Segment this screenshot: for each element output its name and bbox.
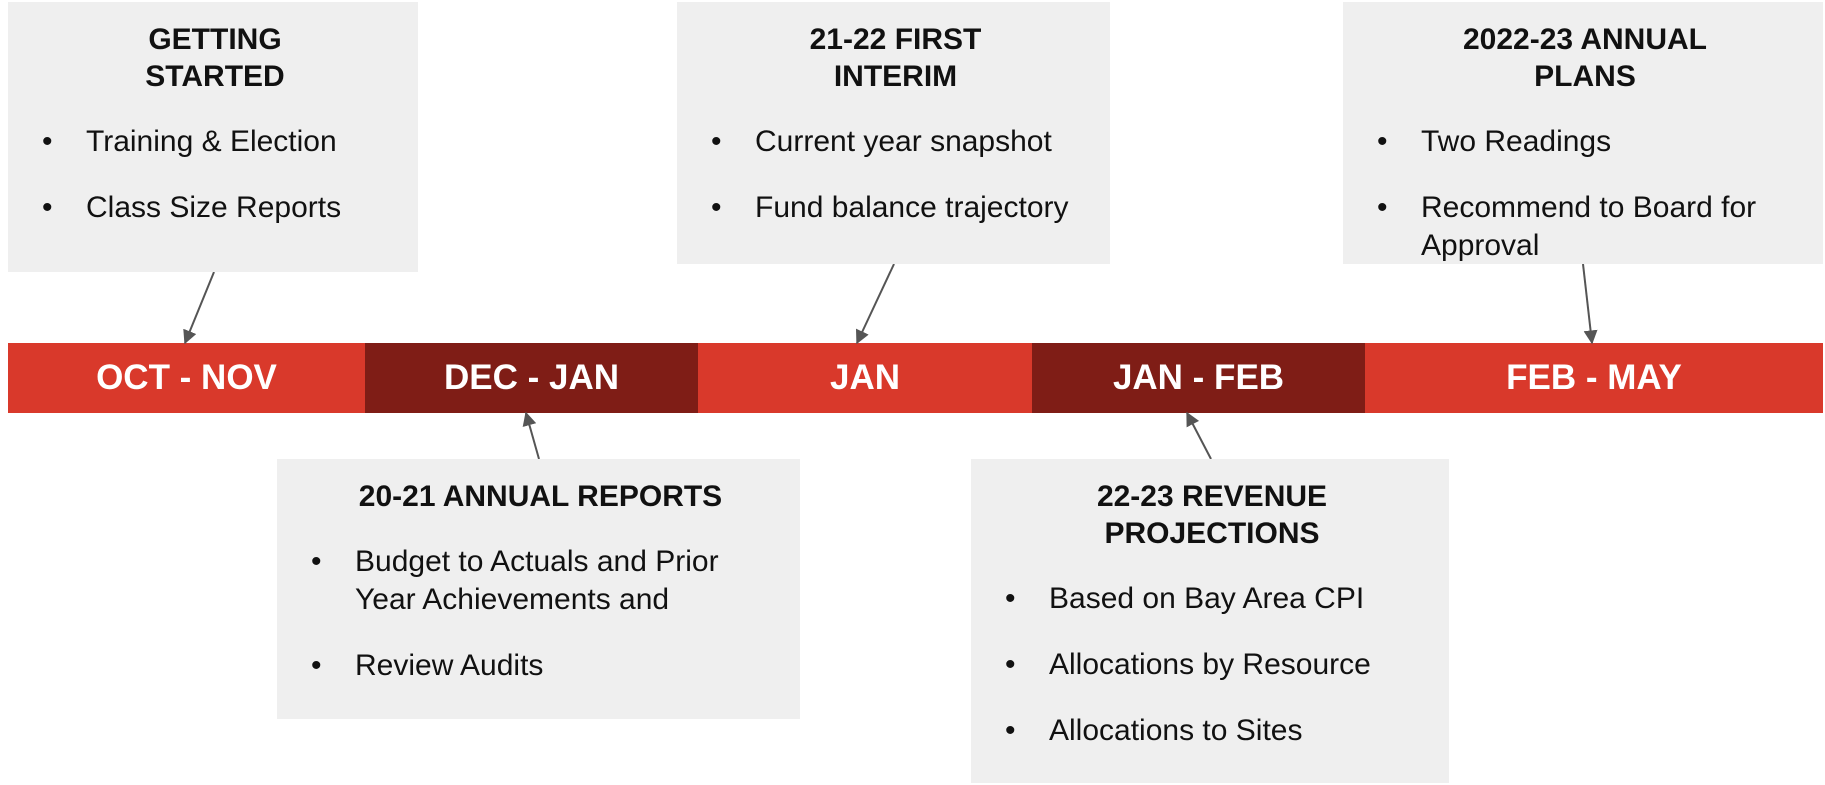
bullet-list: Current year snapshot Fund balance trajec… <box>711 123 1080 227</box>
bullet-list: Training & Election Class Size Reports <box>42 123 388 227</box>
bullet-list: Based on Bay Area CPI Allocations by Reso… <box>1005 580 1419 750</box>
milestone-box: 22-23 REVENUE PROJECTIONS Based on Bay Ar… <box>971 459 1449 783</box>
timeline-segment: JAN - FEB <box>1032 343 1365 413</box>
bullet-item: Based on Bay Area CPI <box>1005 580 1419 618</box>
bullet-item: Allocations by Resource <box>1005 646 1419 684</box>
bullet-list: Budget to Actuals and Prior Year Achieve… <box>311 543 770 685</box>
milestone-box: 2022-23 ANNUAL PLANS Two Readings Recommen… <box>1343 2 1823 264</box>
timeline-segment: JAN <box>698 343 1032 413</box>
milestone-box: 20-21 ANNUAL REPORTS Budget to Actuals an… <box>277 459 800 719</box>
bullet-item: Class Size Reports <box>42 189 388 227</box>
milestone-box: GETTING STARTED Training & Election Class … <box>8 2 418 272</box>
timeline-segment: DEC - JAN <box>365 343 698 413</box>
arrow <box>183 271 215 345</box>
milestone-title: GETTING STARTED <box>145 23 285 93</box>
timeline-segment: FEB - MAY <box>1365 343 1823 413</box>
bullet-item: Allocations to Sites <box>1005 712 1419 750</box>
bullet-item: Two Readings <box>1377 123 1793 161</box>
arrow <box>856 263 895 345</box>
bullet-item: Current year snapshot <box>711 123 1080 161</box>
bullet-item: Fund balance trajectory <box>711 189 1080 227</box>
milestone-title: 20-21 ANNUAL REPORTS <box>358 480 723 513</box>
bullet-list: Two Readings Recommend to Board for Appro… <box>1377 123 1793 265</box>
milestone-title: 21-22 FIRST INTERIM <box>809 23 982 93</box>
milestone-title: 2022-23 ANNUAL PLANS <box>1463 23 1707 93</box>
bullet-item: Recommend to Board for Approval <box>1377 189 1793 265</box>
bullet-item: Training & Election <box>42 123 388 161</box>
bullet-item: Review Audits <box>311 647 770 685</box>
milestone-title: 22-23 REVENUE PROJECTIONS <box>1096 480 1328 550</box>
arrow <box>522 411 540 460</box>
arrow <box>1582 263 1598 345</box>
timeline-bar: OCT - NOV DEC - JAN JAN JAN - FEB FEB - MAY <box>8 343 1823 413</box>
bullet-item: Budget to Actuals and Prior Year Achieve… <box>311 543 770 619</box>
arrow <box>1186 411 1212 460</box>
milestone-box: 21-22 FIRST INTERIM Current year snapshot… <box>677 2 1110 264</box>
timeline-segment: OCT - NOV <box>8 343 365 413</box>
